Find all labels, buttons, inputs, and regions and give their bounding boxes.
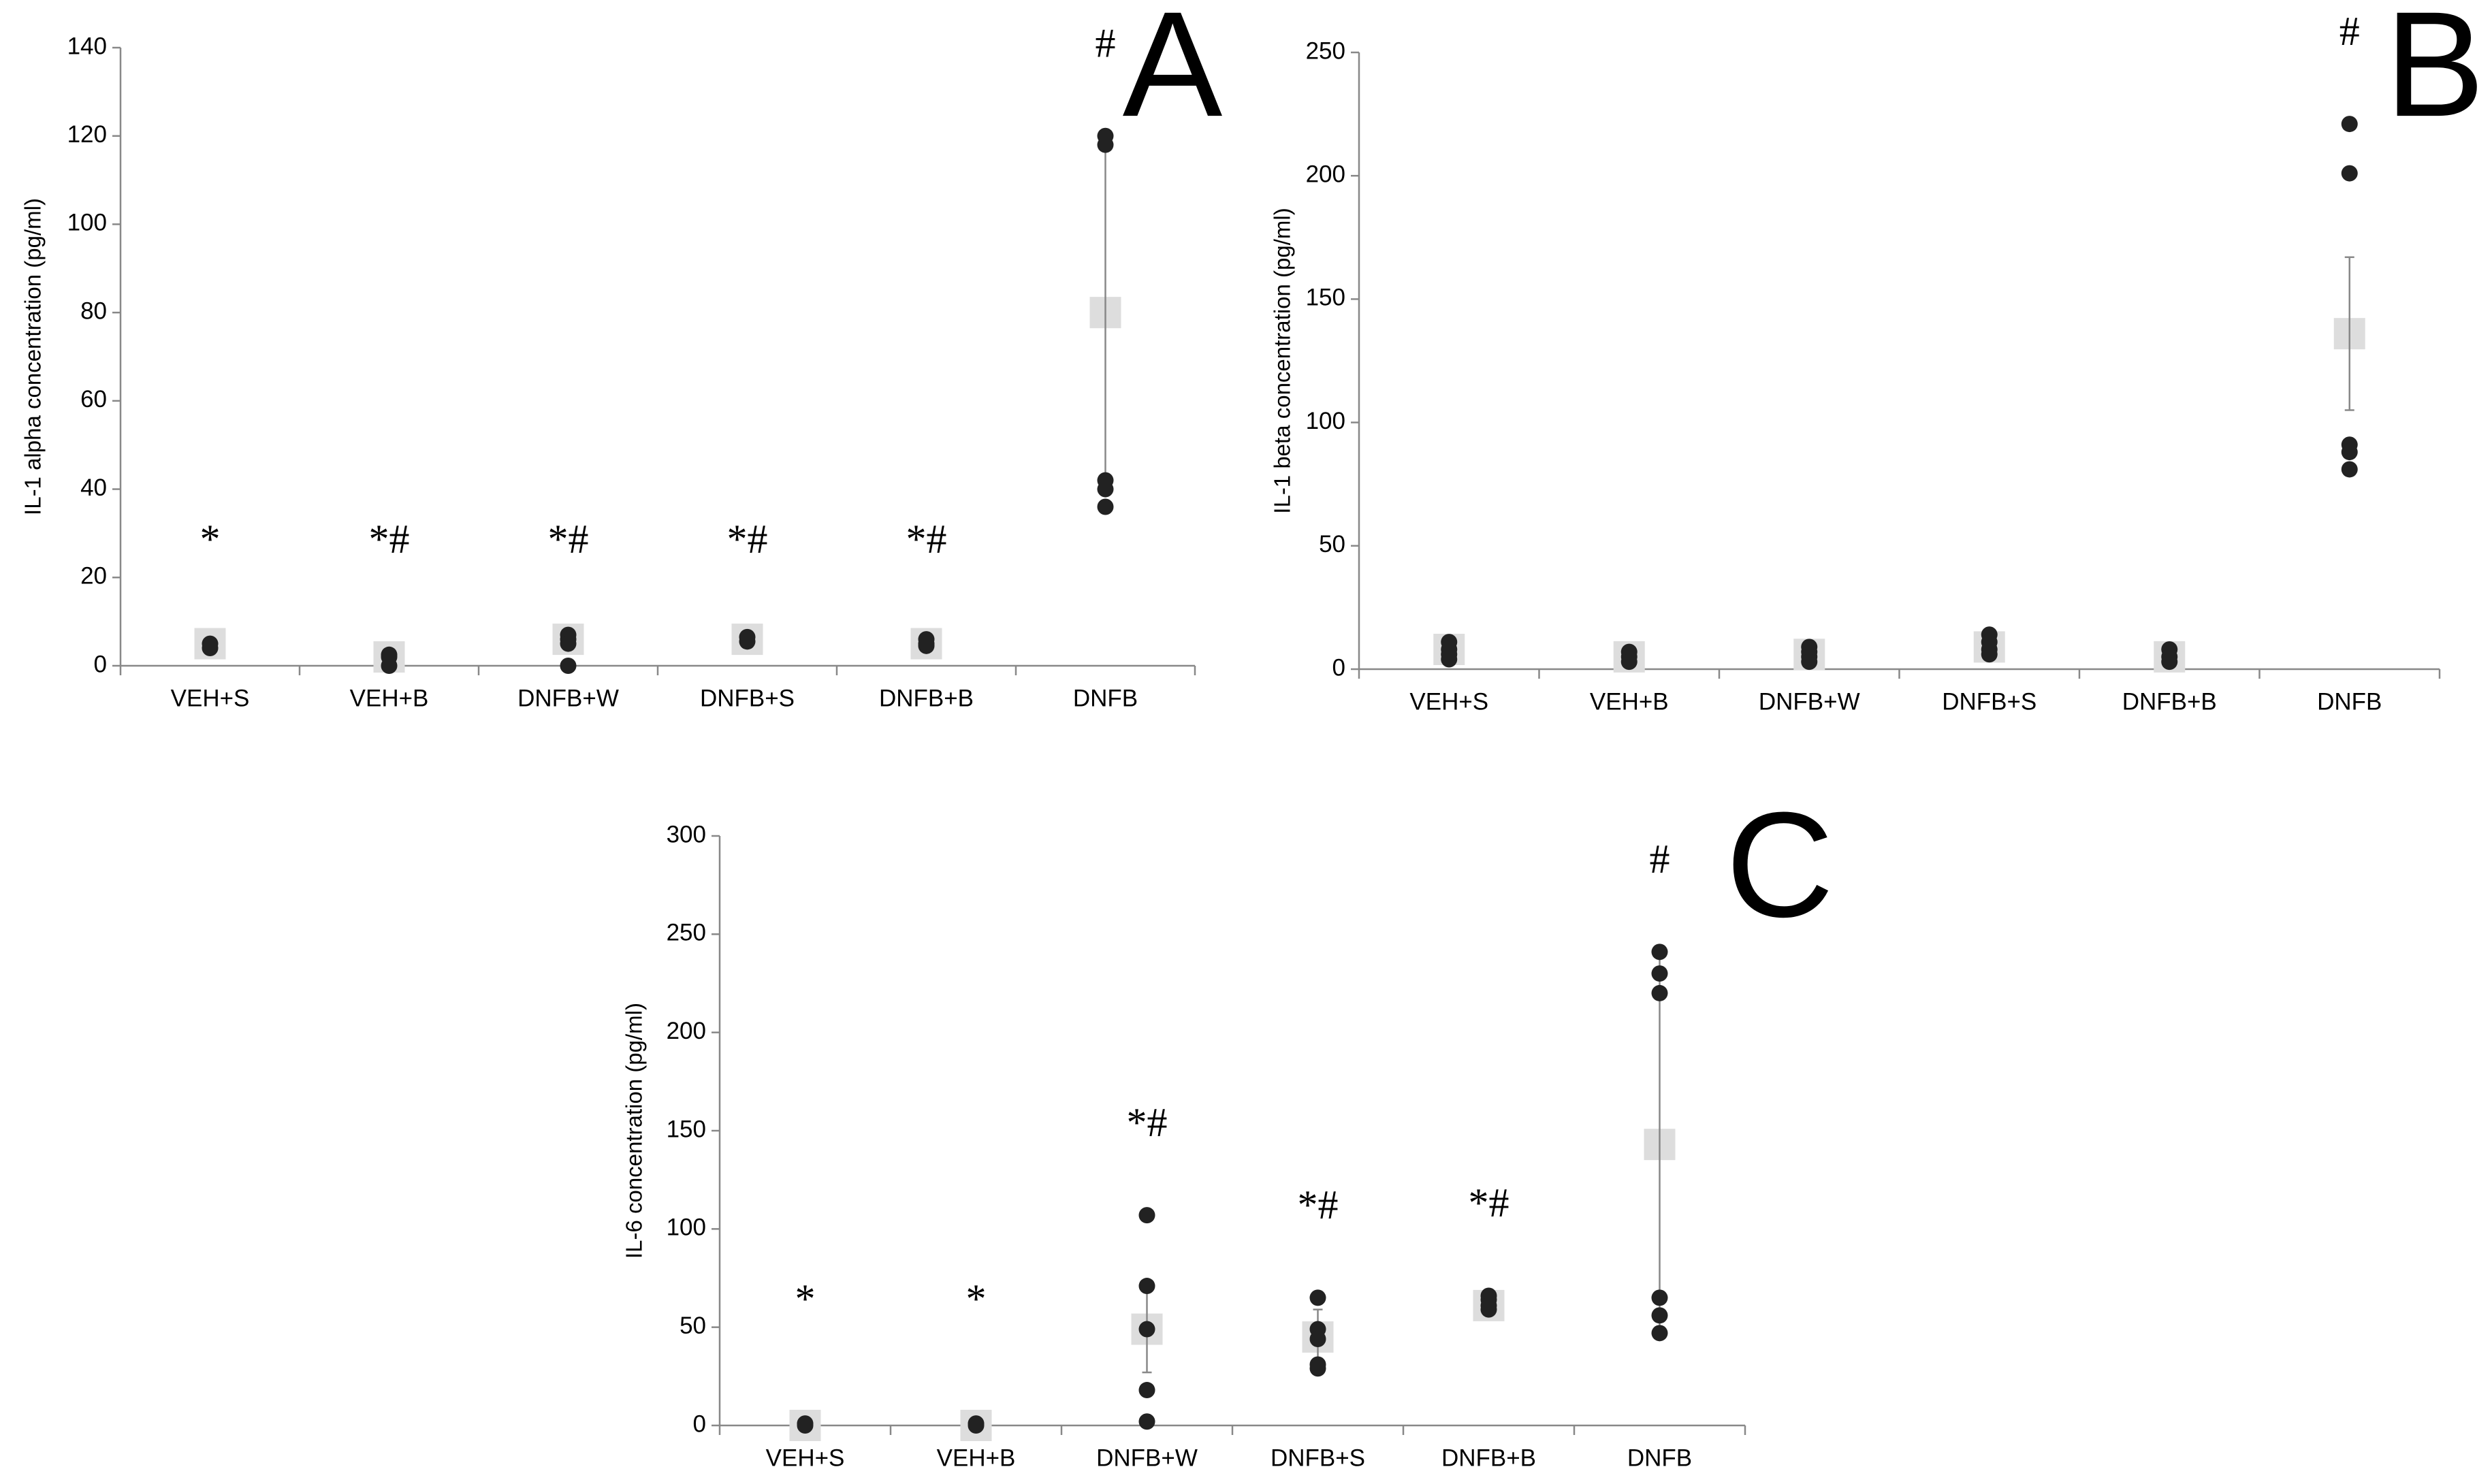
y-tick-label: 60 [80,386,107,413]
x-tick-label: DNFB+S [1942,688,2036,715]
y-tick-label: 100 [667,1214,706,1241]
data-point [739,633,756,650]
significance-mark: # [2339,9,2360,54]
significance-mark: * [200,517,221,562]
data-point [1651,943,1668,961]
y-tick-label: 120 [67,121,107,148]
data-point [1441,651,1458,668]
x-tick-label: DNFB+B [879,685,974,711]
data-point [2341,461,2358,478]
x-tick-label: VEH+B [1590,688,1669,715]
data-point [1138,1382,1155,1399]
x-tick-label: VEH+S [766,1445,845,1471]
y-tick-label: 50 [1319,531,1345,558]
data-point [918,637,935,654]
significance-mark: # [1096,20,1116,65]
y-tick-label: 0 [94,651,107,677]
y-tick-label: 300 [667,821,706,848]
data-point [1097,136,1114,153]
data-point [2341,116,2358,133]
significance-mark: *# [369,517,410,562]
x-tick-label: DNFB+B [1441,1445,1536,1471]
significance-mark: *# [727,517,768,562]
data-point [560,658,577,674]
x-tick-label: DNFB+S [700,685,795,711]
y-tick-label: 100 [1306,408,1345,434]
data-point [381,658,398,674]
y-tick-label: 50 [680,1312,706,1339]
y-tick-label: 80 [80,297,107,324]
y-tick-label: 200 [1306,161,1345,187]
x-tick-label: DNFB [2317,688,2382,715]
data-point [1801,654,1818,671]
panel-label: B [2385,0,2485,148]
x-tick-label: DNFB+S [1271,1445,1365,1471]
x-tick-label: VEH+S [171,685,250,711]
significance-mark: * [795,1276,816,1321]
x-tick-label: DNFB+W [517,685,619,711]
data-point [1309,1289,1326,1306]
y-axis-title: IL-1 alpha concentration (pg/ml) [20,198,46,515]
significance-mark: # [1650,837,1670,882]
data-point [1138,1321,1155,1338]
y-tick-label: 0 [1332,654,1345,681]
x-tick-label: DNFB+W [1096,1445,1198,1471]
data-point [1138,1413,1155,1430]
x-tick-label: VEH+B [350,685,429,711]
data-point [1097,498,1114,515]
x-tick-label: DNFB [1627,1445,1692,1471]
y-tick-label: 250 [667,920,706,946]
y-tick-label: 250 [1306,37,1345,64]
data-point [2341,165,2358,182]
data-point [968,1417,985,1434]
y-axis-title: IL-6 concentration (pg/ml) [622,1003,647,1259]
data-point [1138,1278,1155,1295]
data-point [1480,1301,1497,1318]
data-point [1651,984,1668,1001]
x-tick-label: DNFB+W [1759,688,1860,715]
data-point [1981,646,1998,663]
data-point [560,635,577,652]
data-point [202,640,219,657]
data-point [1138,1207,1155,1224]
significance-mark: *# [1469,1180,1509,1225]
data-point [1651,1289,1668,1306]
y-tick-label: 150 [667,1116,706,1142]
data-point [2341,444,2358,461]
y-tick-label: 20 [80,563,107,590]
x-tick-label: DNFB [1073,685,1138,711]
x-tick-label: DNFB+B [2122,688,2217,715]
y-axis-title: IL-1 beta concentration (pg/ml) [1270,208,1295,513]
significance-mark: *# [906,517,947,562]
panel-label: C [1726,781,1834,948]
y-tick-label: 150 [1306,285,1345,311]
data-point [1620,654,1638,671]
data-point [1309,1360,1326,1377]
data-point [2161,654,2178,671]
data-point [1651,1325,1668,1342]
significance-mark: *# [1127,1100,1168,1145]
y-tick-label: 200 [667,1018,706,1044]
x-tick-label: VEH+B [937,1445,1016,1471]
y-tick-label: 40 [80,474,107,501]
y-tick-label: 0 [693,1410,706,1437]
significance-mark: *# [548,517,589,562]
significance-mark: *# [1298,1182,1339,1227]
y-tick-label: 140 [67,33,107,59]
panel-label: A [1123,0,1223,148]
x-tick-label: VEH+S [1409,688,1488,715]
data-point [1651,1307,1668,1324]
data-point [1651,965,1668,982]
data-point [1097,481,1114,498]
data-point [797,1417,814,1434]
data-point [1309,1330,1326,1347]
y-tick-label: 100 [67,210,107,236]
significance-mark: * [966,1276,987,1321]
